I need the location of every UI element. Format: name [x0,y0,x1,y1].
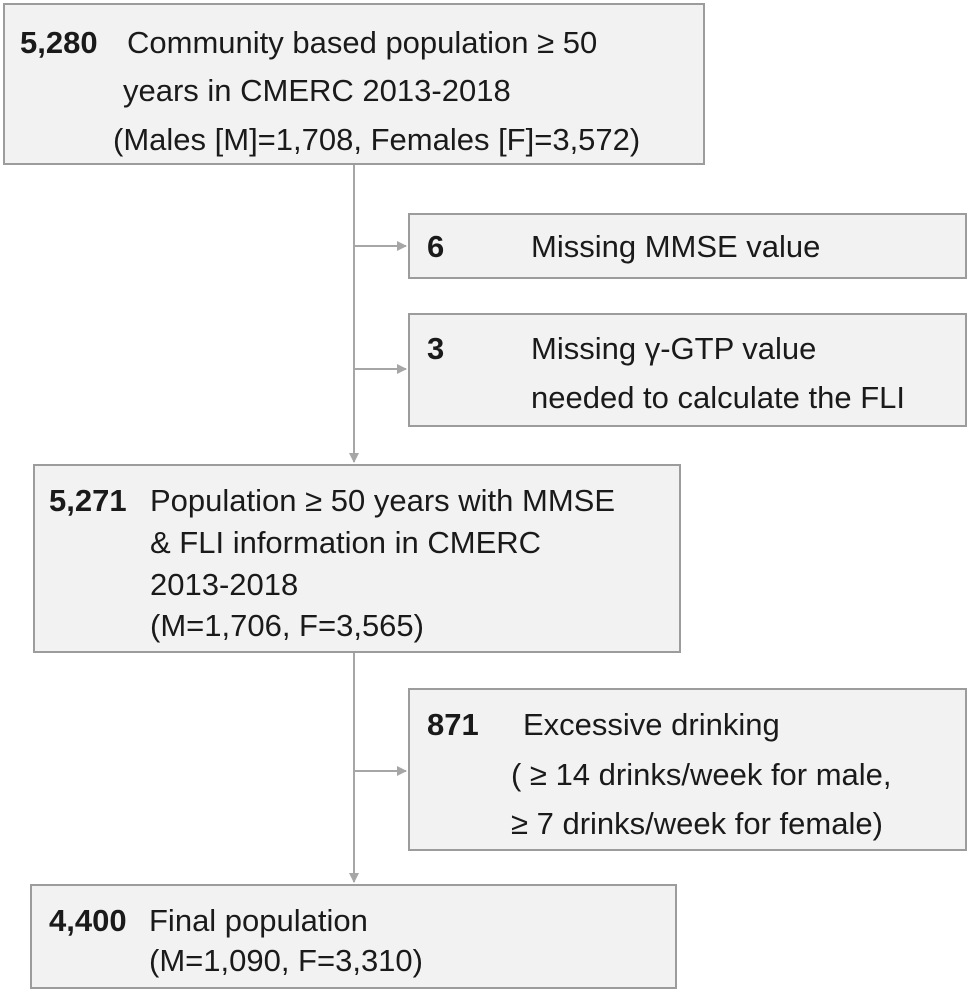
middle-line-2: & FLI information in CMERC [150,525,542,560]
exclusion-2-count: 3 [427,331,445,366]
exclusion-missing-ggtp-box: 3 Missing γ-GTP value needed to calculat… [408,313,967,427]
exclusion-3-line-1: Excessive drinking [523,707,780,742]
middle-count: 5,271 [49,483,127,518]
final-count: 4,400 [49,903,127,938]
initial-line-1: Community based population ≥ 50 [127,25,598,60]
exclusion-1-line-1: Missing MMSE value [531,229,821,264]
exclusion-3-count: 871 [427,707,479,742]
exclusion-excessive-drinking-box: 871 Excessive drinking ( ≥ 14 drinks/wee… [408,688,967,851]
mmse-fli-population-box: 5,271 Population ≥ 50 years with MMSE & … [33,464,681,653]
exclusion-2-line-2: needed to calculate the FLI [531,380,905,415]
exclusion-3-line-3: ≥ 7 drinks/week for female) [511,806,883,841]
initial-line-3: (Males [M]=1,708, Females [F]=3,572) [113,122,641,157]
initial-count: 5,280 [20,25,98,60]
final-population-box: 4,400 Final population (M=1,090, F=3,310… [30,884,677,989]
middle-line-3: 2013-2018 [150,567,299,602]
middle-line-1: Population ≥ 50 years with MMSE [150,483,615,518]
initial-population-box: 5,280 Community based population ≥ 50 ye… [3,3,705,165]
middle-line-4: (M=1,706, F=3,565) [150,608,424,643]
final-line-2: (M=1,090, F=3,310) [149,943,423,978]
initial-line-2: years in CMERC 2013-2018 [123,73,511,108]
exclusion-3-line-2: ( ≥ 14 drinks/week for male, [511,757,892,792]
exclusion-1-count: 6 [427,229,445,264]
final-line-1: Final population [149,903,368,938]
exclusion-2-line-1: Missing γ-GTP value [531,331,817,366]
exclusion-missing-mmse-box: 6 Missing MMSE value [408,213,967,279]
